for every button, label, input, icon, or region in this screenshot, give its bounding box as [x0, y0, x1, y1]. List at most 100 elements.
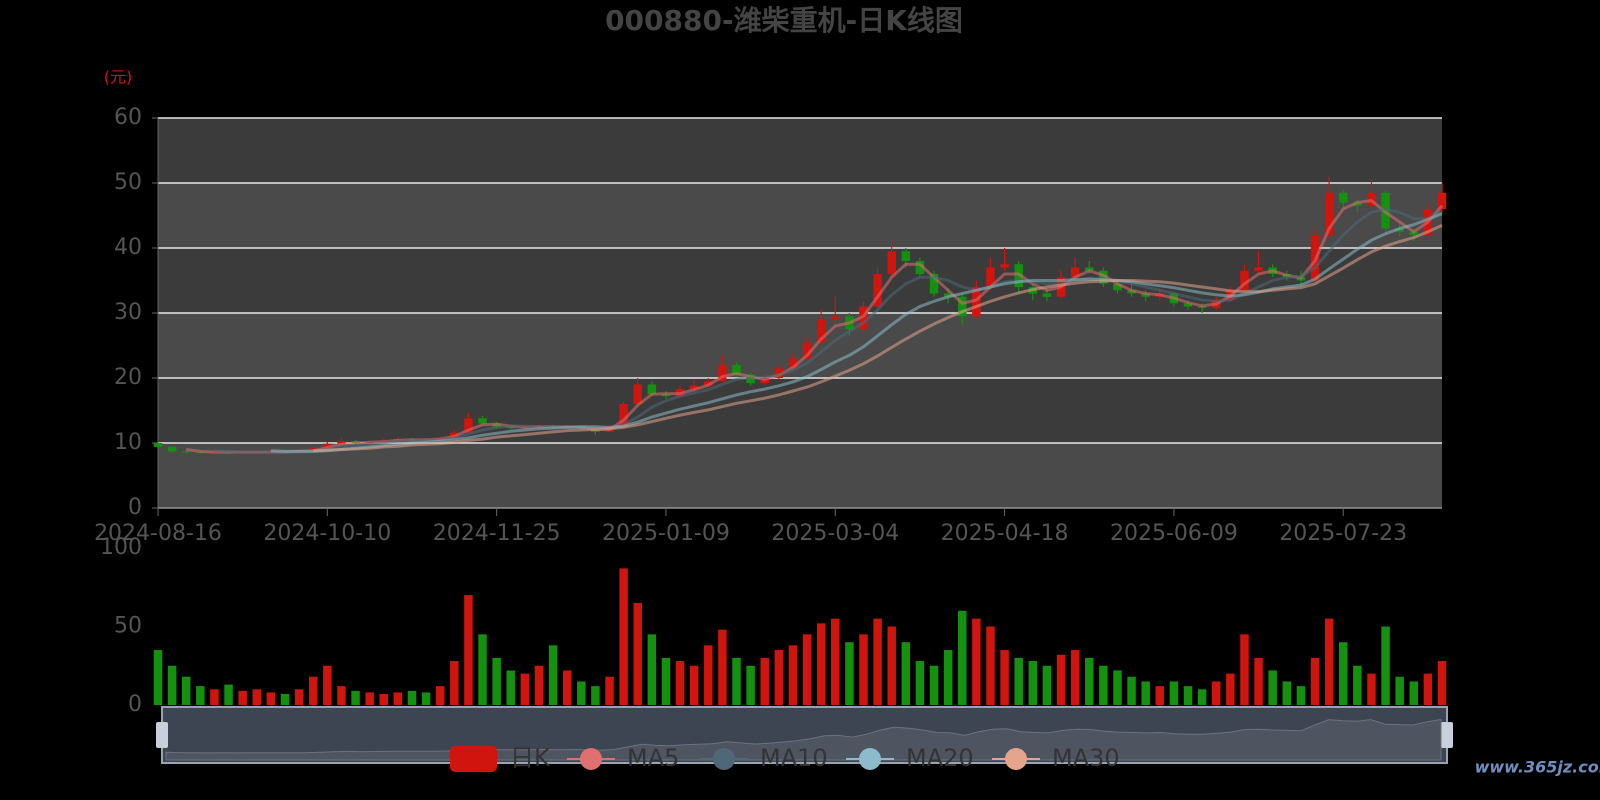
volume-bar	[280, 694, 290, 705]
volume-bar	[1014, 657, 1023, 705]
candle-body	[337, 441, 346, 444]
candle-body	[1395, 228, 1404, 232]
candle-body	[1070, 267, 1080, 278]
watermark: www.365jz.com	[1475, 758, 1600, 777]
candle-body	[1113, 283, 1122, 291]
volume-bar	[943, 650, 953, 705]
y-tick-label: 60	[114, 105, 142, 130]
volume-bar	[520, 673, 530, 705]
volume-bar	[478, 634, 487, 705]
legend-marker	[580, 748, 602, 770]
volume-bar	[252, 689, 262, 705]
volume-bar	[1254, 657, 1263, 705]
y-tick-label: 10	[114, 430, 142, 455]
candle-body	[1240, 270, 1249, 291]
zoom-handle-right[interactable]	[1441, 722, 1453, 748]
volume-bar	[153, 650, 163, 705]
volume-bar	[1437, 661, 1447, 705]
candle-body	[1183, 303, 1193, 307]
candle-body	[958, 296, 967, 317]
volume-tick-label: 0	[128, 692, 142, 717]
candle-body	[802, 342, 812, 359]
candle-body	[633, 384, 642, 404]
volume-bar	[929, 665, 939, 705]
legend-label: MA20	[906, 744, 974, 772]
volume-bar	[845, 642, 854, 705]
legend-label: MA10	[760, 744, 828, 772]
volume-bar	[774, 650, 784, 705]
volume-bar	[294, 689, 304, 705]
x-tick-label: 2025-07-23	[1279, 521, 1407, 546]
candle-body	[167, 446, 177, 452]
volume-tick-label: 100	[100, 535, 142, 560]
volume-bar	[1141, 681, 1150, 705]
volume-bar	[1070, 650, 1080, 705]
zoom-handle-left[interactable]	[156, 722, 168, 748]
volume-bar	[915, 661, 925, 705]
y-tick-label: 40	[114, 235, 142, 260]
volume-bar	[534, 665, 544, 705]
candle-body	[887, 251, 896, 274]
volume-tick-label: 50	[114, 614, 142, 639]
volume-bar	[859, 634, 868, 705]
volume-bar	[1296, 686, 1306, 705]
volume-bar	[718, 629, 727, 705]
candle-body	[774, 368, 784, 378]
ma-line	[270, 212, 1443, 453]
candle-body	[619, 404, 628, 427]
volume-bar	[1395, 676, 1404, 705]
volume-bar	[464, 595, 473, 705]
candle-body	[972, 287, 981, 317]
candle-body	[323, 443, 332, 449]
volume-bar	[647, 634, 657, 705]
volume-bar	[619, 568, 628, 705]
volume-bar	[577, 681, 586, 705]
candle-body	[718, 365, 727, 382]
candle-body	[1127, 290, 1136, 294]
volume-bar	[1099, 665, 1108, 705]
y-tick-label: 30	[114, 300, 142, 325]
candle-body	[1254, 267, 1263, 271]
volume-bar	[873, 618, 882, 705]
split-area	[158, 118, 1442, 183]
y-tick-label: 0	[128, 495, 142, 520]
volume-bar	[746, 665, 755, 705]
legend-swatch	[450, 746, 497, 772]
volume-bar	[1127, 676, 1136, 705]
volume-bar	[972, 618, 981, 705]
volume-bar	[167, 665, 177, 705]
volume-bar	[1183, 686, 1193, 705]
volume-bar	[224, 684, 233, 705]
volume-bar	[365, 692, 374, 705]
volume-bar	[633, 602, 642, 705]
legend-marker	[1005, 748, 1027, 770]
volume-bar	[435, 686, 445, 705]
candle-body	[464, 418, 473, 433]
volume-bar	[901, 642, 911, 705]
split-area	[158, 248, 1442, 313]
plot-bands	[158, 118, 1442, 508]
volume-bar	[1113, 670, 1122, 705]
candle-body	[943, 293, 953, 297]
volume-bar	[1155, 686, 1165, 705]
volume-bar	[548, 645, 558, 705]
split-area	[158, 183, 1442, 248]
candle-body	[831, 316, 840, 320]
volume-bar	[605, 676, 614, 705]
volume-bar	[732, 657, 741, 705]
ma-line	[313, 223, 1443, 453]
candle-body	[901, 251, 911, 261]
candle-body	[647, 384, 657, 395]
volume-bar	[661, 657, 671, 705]
volume-bar	[1381, 626, 1390, 705]
candle-body	[689, 385, 699, 390]
candle-body	[1085, 267, 1094, 271]
candle-body	[1042, 293, 1052, 297]
volume-bar	[393, 692, 403, 705]
candle-body	[732, 365, 741, 375]
volume-bar	[210, 689, 219, 705]
candle-body	[816, 319, 826, 343]
volume-bar	[986, 626, 995, 705]
volume-bar	[760, 657, 769, 705]
